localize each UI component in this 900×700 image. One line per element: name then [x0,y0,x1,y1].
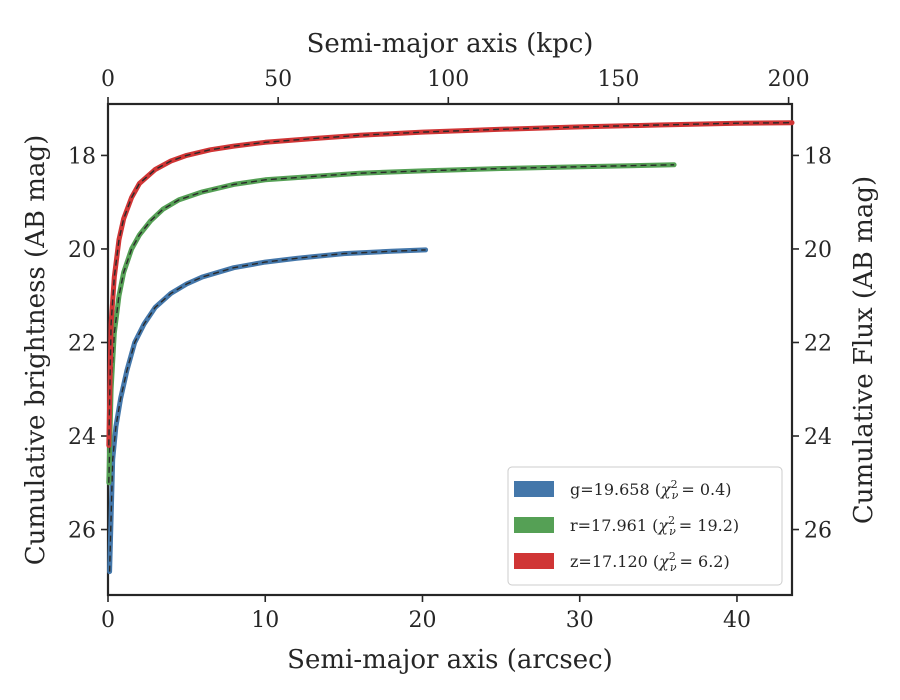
right-y-tick-label-20: 20 [804,238,832,263]
y-tick-label-26: 26 [68,519,96,544]
legend-chi-value-z: = 6.2) [680,552,730,571]
x-tick-label-30: 30 [566,608,594,633]
x-axis-title: Semi-major axis (arcsec) [287,645,613,675]
y-axis-title: Cumulative brightness (AB mag) [21,135,51,566]
legend: g=19.658 (χ2 ν = 0.4)r=17.961 (χ2 ν = 19.2)z… [507,466,783,586]
x-tick-label-0: 0 [101,608,115,633]
legend-chi-symbol-z: χ [658,552,670,571]
legend-label-r: r=17.961 (χ2 ν = 19.2) [570,514,739,538]
top-x-tick-label-100: 100 [427,67,469,92]
legend-chi-symbol-g: χ [660,480,672,499]
top-x-tick-label-150: 150 [597,67,639,92]
top-x-tick-label-50: 50 [264,67,292,92]
x-tick-label-40: 40 [723,608,751,633]
right-y-tick-label-18: 18 [804,144,832,169]
top-x-tick-label-0: 0 [101,67,115,92]
legend-chi-sup-r: 2 [668,514,675,527]
y-tick-label-18: 18 [68,144,96,169]
plot-frame [106,102,794,597]
legend-label-main-z: z=17.120 ( [570,552,659,571]
x-tick-label-10: 10 [251,608,279,633]
right-y-tick-label-26: 26 [804,519,832,544]
right-y-tick-label-24: 24 [804,425,832,450]
series-line-g [107,247,429,575]
legend-chi-sub-r: ν [669,525,676,538]
legend-label-main-g: g=19.658 ( [570,480,661,499]
legend-chi-sup-z: 2 [669,550,676,563]
legend-chi-sup-g: 2 [671,478,678,491]
legend-label-z: z=17.120 (χ2 ν = 6.2) [570,550,730,574]
legend-chi-sub-z: ν [670,561,677,574]
top-x-axis-title: Semi-major axis (kpc) [307,29,594,59]
legend-box [507,466,783,586]
right-y-axis-title: Cumulative Flux (AB mag) [849,176,879,524]
y-tick-label-22: 22 [68,331,96,356]
series-model-line-z [108,122,793,446]
legend-chi-symbol-r: χ [657,516,669,535]
legend-chi-value-g: = 0.4) [681,480,731,499]
series-model-line-g [108,249,426,572]
series-line-r [106,162,677,486]
y-tick-label-20: 20 [68,238,96,263]
x-tick-label-20: 20 [408,608,436,633]
series-model-line-r [108,164,675,483]
right-y-tick-label-22: 22 [804,331,832,356]
legend-swatch-r [514,517,554,533]
legend-swatch-z [514,553,554,569]
legend-label-g: g=19.658 (χ2 ν = 0.4) [570,478,732,502]
y-tick-label-24: 24 [68,425,96,450]
legend-label-main-r: r=17.961 ( [570,516,658,535]
legend-chi-value-r: = 19.2) [679,516,739,535]
legend-chi-sub-g: ν [672,489,679,502]
top-x-tick-label-200: 200 [768,67,810,92]
legend-swatch-g [514,481,554,497]
